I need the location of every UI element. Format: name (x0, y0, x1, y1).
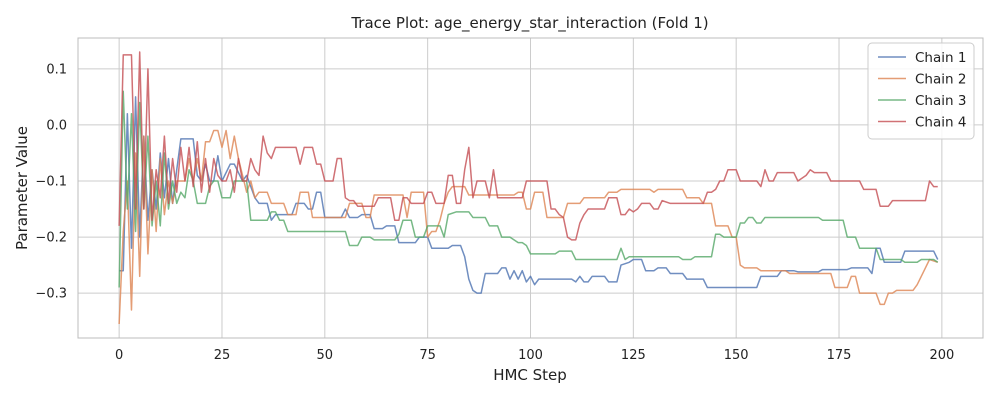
series-line-chain-3 (118, 90, 939, 288)
legend-label-chain-2: Chain 2 (915, 72, 966, 88)
x-axis-label: HMC Step (493, 366, 567, 384)
legend-label-chain-4: Chain 4 (915, 115, 966, 131)
y-axis-label: Parameter Value (13, 126, 31, 250)
x-tick-label: 100 (518, 348, 543, 363)
y-tick-label: 0.0 (46, 118, 67, 133)
x-tick-label: 25 (214, 348, 231, 363)
x-tick-label: 75 (419, 348, 436, 363)
x-tick-label: 125 (621, 348, 646, 363)
chart-title: Trace Plot: age_energy_star_interaction … (350, 14, 708, 33)
series-line-chain-2 (118, 129, 938, 325)
x-tick-label: 200 (929, 348, 954, 363)
plot-frame (77, 37, 984, 339)
y-tick-label: −0.1 (35, 174, 67, 189)
x-tick-label: 175 (827, 348, 852, 363)
y-tick-label: −0.2 (35, 231, 67, 246)
ticks-layer: 0 25 50 75 100 125 150 175 200 −0.3 −0.2 −0.1 0.0 0.1 (35, 62, 954, 363)
series-line-chain-4 (118, 51, 938, 241)
x-tick-label: 50 (317, 348, 334, 363)
legend-label-chain-3: Chain 3 (915, 93, 966, 109)
legend-box (867, 42, 975, 140)
x-tick-label: 150 (724, 348, 749, 363)
legend: Chain 1 Chain 2 Chain 3 Chain 4 (867, 42, 975, 140)
x-tick-label: 0 (115, 348, 123, 363)
y-tick-label: 0.1 (46, 62, 67, 77)
y-tick-label: −0.3 (35, 287, 67, 302)
series-layer (118, 51, 939, 325)
legend-label-chain-1: Chain 1 (915, 50, 966, 66)
